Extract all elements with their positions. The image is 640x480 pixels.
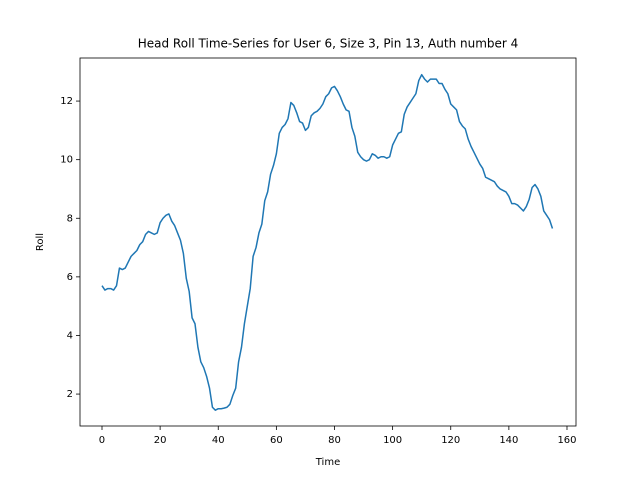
chart-title: Head Roll Time-Series for User 6, Size 3… <box>138 37 519 51</box>
y-tick-label: 6 <box>67 272 73 283</box>
x-tick-label: 0 <box>99 435 105 446</box>
x-tick-label: 120 <box>441 435 460 446</box>
x-tick-label: 40 <box>212 435 225 446</box>
x-axis-label: Time <box>315 457 340 468</box>
x-tick-label: 60 <box>270 435 283 446</box>
x-tick-label: 100 <box>383 435 402 446</box>
x-tick-label: 140 <box>499 435 518 446</box>
data-line <box>101 73 554 411</box>
x-tick-label: 80 <box>328 435 341 446</box>
y-tick-label: 8 <box>67 213 73 224</box>
x-tick-label: 160 <box>557 435 576 446</box>
y-tick-label: 10 <box>60 155 73 166</box>
x-tick-label: 20 <box>154 435 167 446</box>
y-tick-label: 4 <box>67 330 73 341</box>
plot-frame <box>79 57 577 427</box>
y-tick-label: 2 <box>67 389 73 400</box>
y-axis-label: Roll <box>35 233 46 251</box>
y-tick-label: 12 <box>60 96 73 107</box>
